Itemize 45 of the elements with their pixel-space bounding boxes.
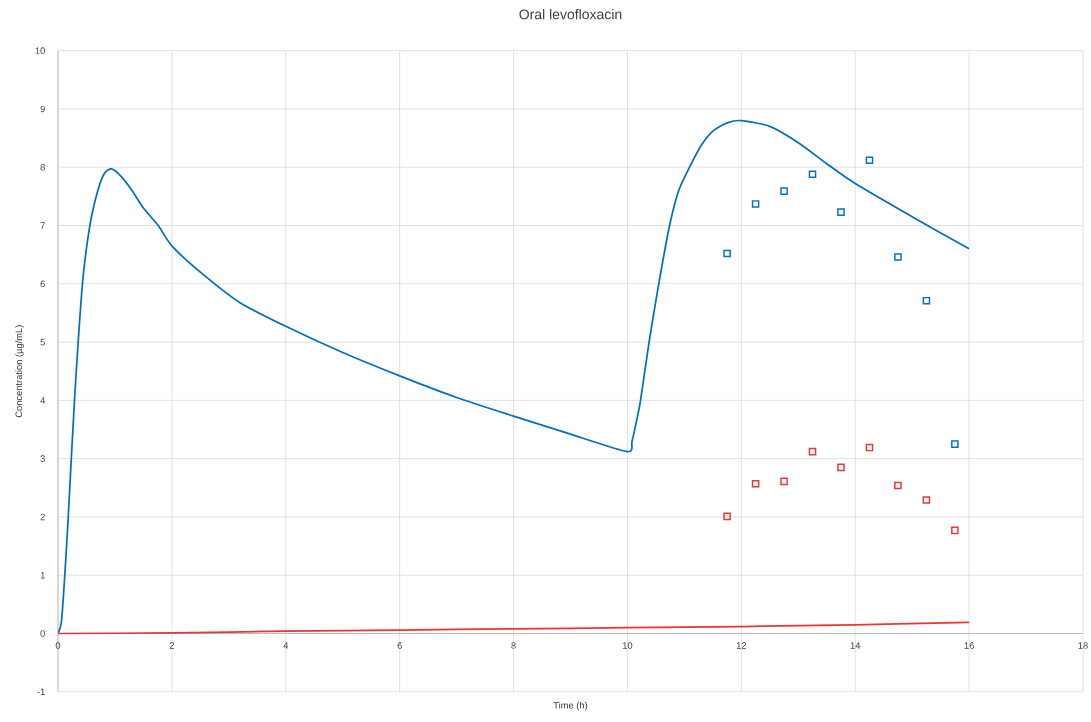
x-axis-title: Time (h)	[553, 701, 588, 711]
y-tick-label: 4	[40, 397, 45, 404]
y-tick-label: 10	[35, 47, 45, 55]
y-tick-label: 9	[40, 105, 45, 113]
x-tick-label: 16	[964, 642, 974, 649]
x-tick-label: 12	[736, 642, 747, 649]
line-series	[57, 119, 970, 635]
y-tick-label: 2	[40, 513, 45, 521]
point	[751, 480, 760, 488]
point	[922, 496, 931, 504]
y-tick-label: 3	[40, 455, 45, 463]
point	[723, 512, 731, 521]
y-tick-label: -1	[37, 688, 45, 696]
point	[951, 440, 959, 448]
y-tick-label: 8	[40, 164, 45, 171]
point	[865, 156, 874, 165]
x-tick-label: 14	[850, 642, 861, 649]
chart-title: Oral levofloxacin	[519, 9, 622, 20]
point	[894, 253, 902, 261]
y-axis-title: Concentration (µg/mL)	[15, 325, 24, 418]
x-tick-label: 0	[55, 642, 61, 649]
x-tick-label: 2	[169, 642, 175, 649]
point	[780, 477, 788, 486]
point	[865, 443, 874, 452]
point	[894, 481, 902, 490]
y-tick-label: 5	[40, 338, 45, 346]
point	[922, 297, 931, 305]
point	[780, 187, 788, 196]
x-tick-label: 18	[1078, 642, 1088, 649]
point	[751, 200, 760, 208]
point	[808, 447, 817, 456]
point	[837, 463, 845, 472]
y-tick-label: 0	[40, 630, 45, 637]
x-tick-label: 6	[397, 642, 402, 649]
y-tick-label: 1	[40, 572, 45, 579]
y-tick-label: 7	[40, 222, 45, 229]
line-series	[57, 621, 970, 635]
point	[837, 208, 845, 217]
point	[723, 249, 731, 258]
x-tick-label: 8	[511, 642, 516, 649]
point	[951, 526, 959, 535]
x-tick-label: 10	[622, 642, 633, 649]
point	[808, 170, 817, 179]
x-tick-label: 4	[283, 642, 289, 649]
y-tick-label: 6	[40, 280, 45, 288]
